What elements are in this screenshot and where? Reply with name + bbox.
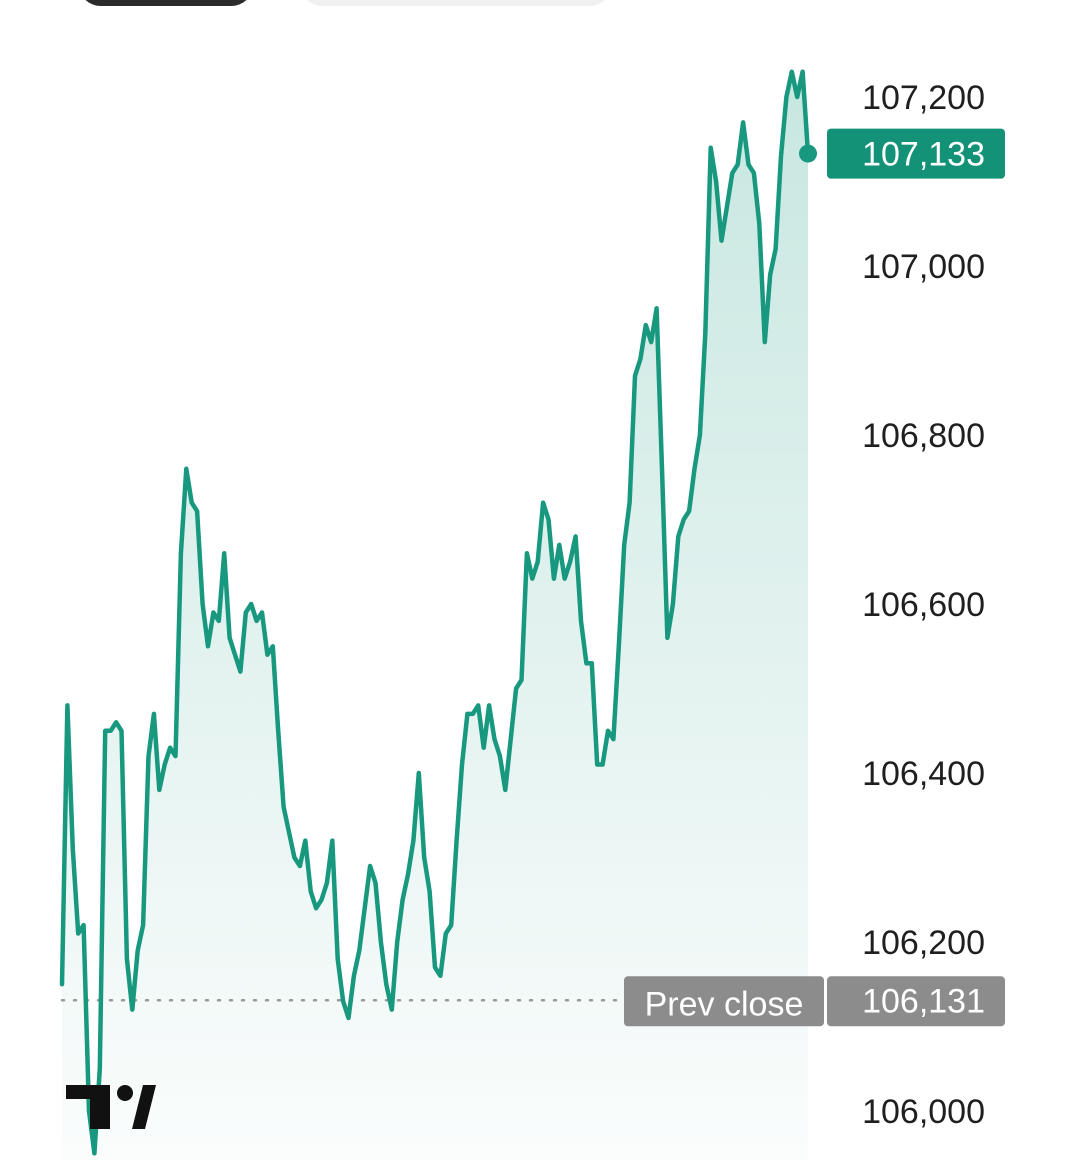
range-tab[interactable] (300, 0, 612, 6)
y-tick-label: 107,200 (862, 79, 985, 117)
y-tick-label: 106,000 (862, 1093, 985, 1131)
current-price-badge (827, 128, 1005, 179)
price-line (59, 69, 811, 1156)
prev-close-value-label: 106,131 (862, 982, 985, 1020)
y-tick-label: 106,600 (862, 586, 985, 624)
y-tick-label: 106,200 (862, 924, 985, 962)
prev-close-value-badge (827, 976, 1005, 1027)
prev-close-text: Prev close (645, 985, 804, 1023)
y-tick-label: 106,800 (862, 417, 985, 455)
y-tick-label: 106,400 (862, 755, 985, 793)
prev-close-badge (624, 976, 824, 1027)
y-tick-label: 107,000 (862, 248, 985, 286)
tradingview-logo (66, 1085, 156, 1129)
range-tab-active[interactable] (78, 0, 254, 6)
current-price-label: 107,133 (862, 136, 985, 174)
price-area (62, 71, 808, 1161)
current-price-dot (799, 144, 817, 163)
